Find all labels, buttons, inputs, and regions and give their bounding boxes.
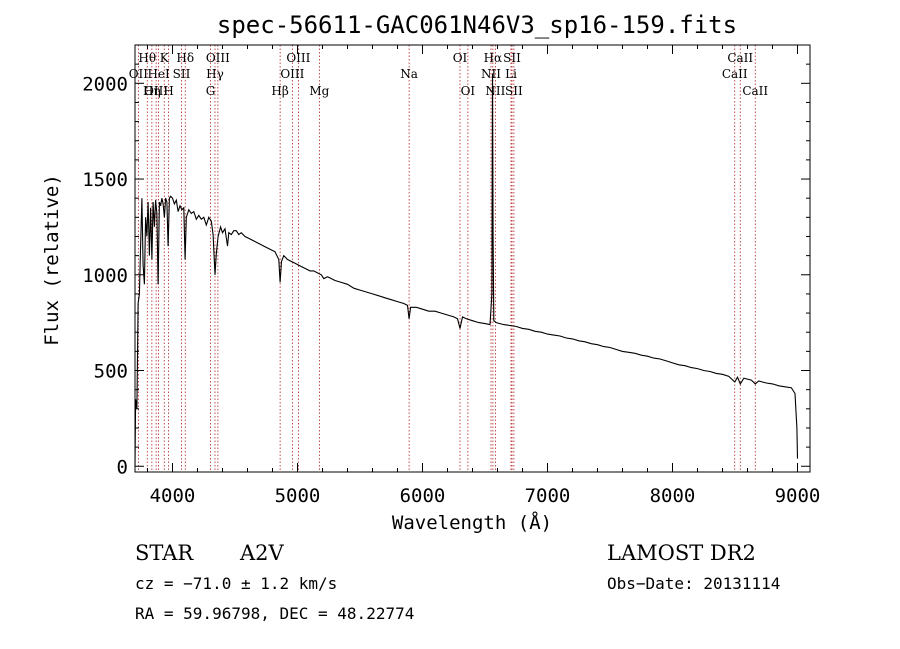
y-axis-label: Flux (relative) bbox=[41, 174, 63, 346]
line-marker-label: Hβ bbox=[271, 84, 288, 98]
coordinates: RA = 59.96798, DEC = 48.22774 bbox=[135, 604, 414, 623]
y-tick-label: 1500 bbox=[82, 169, 128, 191]
line-marker-label: Hδ bbox=[176, 51, 194, 65]
chart-title: spec-56611-GAC061N46V3_sp16-159.fits bbox=[217, 11, 737, 39]
line-marker-label: NII bbox=[485, 84, 505, 98]
x-tick-label: 4000 bbox=[150, 485, 196, 507]
line-marker-label: NII bbox=[481, 67, 501, 81]
survey-name: LAMOST DR2 bbox=[607, 541, 756, 565]
line-marker-label: Na bbox=[400, 67, 418, 81]
x-tick-label: 8000 bbox=[650, 485, 696, 507]
line-marker-label: H bbox=[163, 84, 173, 98]
y-axis-ticks: 0 500 1000 1500 2000 bbox=[82, 44, 810, 478]
line-marker-label: Hγ bbox=[206, 67, 224, 81]
line-marker-label: OIII bbox=[286, 51, 310, 65]
x-tick-label: 9000 bbox=[775, 485, 821, 507]
line-markers bbox=[137, 45, 756, 472]
line-marker-label: SII bbox=[505, 84, 523, 98]
x-axis-ticks: 4000 5000 6000 7000 8000 9000 bbox=[147, 45, 821, 507]
line-marker-label: SII bbox=[503, 51, 521, 65]
spectrum-line bbox=[134, 73, 799, 467]
line-marker-label: Li bbox=[505, 67, 517, 81]
line-marker-label: CaII bbox=[727, 51, 753, 65]
x-tick-label: 6000 bbox=[400, 485, 446, 507]
line-marker-label: Hα bbox=[484, 51, 503, 65]
y-tick-label: 500 bbox=[94, 361, 128, 383]
x-tick-label: 5000 bbox=[275, 485, 321, 507]
y-tick-label: 1000 bbox=[82, 265, 128, 287]
line-marker-label: G bbox=[206, 84, 216, 98]
line-marker-label: CaII bbox=[722, 67, 748, 81]
subclass: A2V bbox=[239, 541, 285, 565]
y-tick-label: 0 bbox=[117, 456, 128, 478]
line-marker-label: OIII bbox=[144, 84, 168, 98]
observation-date: Obs−Date: 20131114 bbox=[607, 574, 780, 593]
object-class: STAR bbox=[135, 541, 194, 565]
line-marker-label: Hθ bbox=[138, 51, 156, 65]
line-marker-label: SII bbox=[173, 67, 191, 81]
y-tick-label: 2000 bbox=[82, 73, 128, 95]
line-marker-label: OI bbox=[453, 51, 468, 65]
line-marker-label: Mg bbox=[309, 84, 329, 98]
line-marker-label: K bbox=[160, 51, 170, 65]
line-marker-label: OII bbox=[129, 67, 149, 81]
x-tick-label: 7000 bbox=[525, 485, 571, 507]
line-marker-label: Hη bbox=[143, 84, 161, 98]
line-marker-label: OIII bbox=[280, 67, 304, 81]
line-marker-label: HeI bbox=[147, 67, 170, 81]
line-marker-label: OIII bbox=[206, 51, 230, 65]
x-axis-label: Wavelength (Å) bbox=[392, 511, 552, 534]
line-marker-label: OI bbox=[461, 84, 476, 98]
redshift-cz: cz = −71.0 ± 1.2 km/s bbox=[135, 574, 337, 593]
line-marker-label: CaII bbox=[742, 84, 768, 98]
plot-frame bbox=[134, 44, 811, 473]
